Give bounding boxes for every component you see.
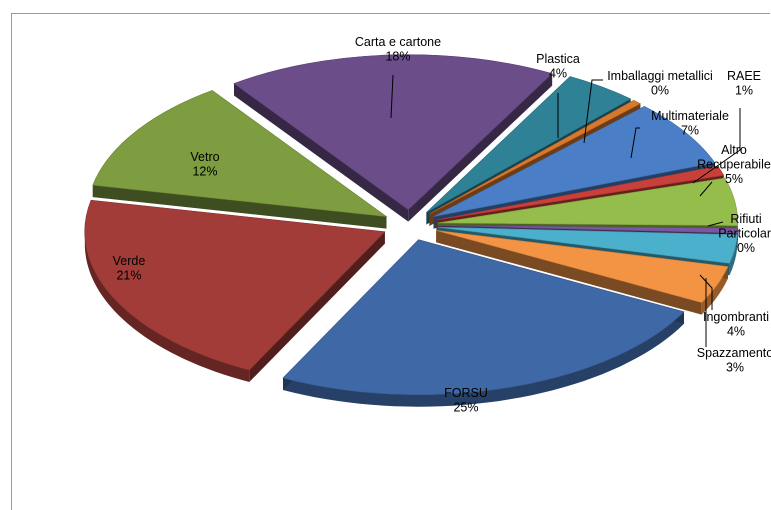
- slice-label-rifiuti: Rifiuti Particolari 0%: [718, 212, 771, 255]
- pie-slice-imballaggi-metallici: [429, 99, 641, 215]
- slice-label-plastica-pct: 4%: [549, 67, 567, 81]
- pie-slice-verde: [84, 199, 386, 371]
- slice-label-plastica-name: Plastica: [536, 52, 580, 66]
- slice-label-ingombranti-pct: 4%: [727, 325, 745, 339]
- slice-label-spazzamento: Spazzamento 3%: [697, 346, 771, 375]
- slice-label-vetro: Vetro 12%: [190, 150, 219, 179]
- pie-slice-vetro: [92, 90, 388, 218]
- slice-label-verde: Verde 21%: [113, 254, 146, 283]
- slice-label-raee-pct: 1%: [735, 84, 753, 98]
- slice-wall-carta-e-cartone-1: [408, 73, 553, 222]
- slice-label-imballaggi-name: Imballaggi metallici: [607, 69, 713, 83]
- pie-slice-ingombranti: [436, 230, 729, 303]
- pie-slice-altro-recuperabile: [437, 177, 739, 226]
- slice-label-forsu: FORSU 25%: [444, 386, 488, 415]
- slice-rim-spazzamento: [729, 234, 738, 276]
- slice-label-verde-pct: 21%: [116, 269, 141, 283]
- slice-label-forsu-pct: 25%: [453, 401, 478, 415]
- slice-label-raee: RAEE 1%: [727, 69, 761, 98]
- slice-wall-verde-0: [249, 231, 385, 382]
- pie-slice-multimateriale: [433, 106, 716, 217]
- pie-slice-forsu: [282, 239, 685, 395]
- slice-wall-carta-e-cartone-0: [234, 83, 409, 222]
- leader-line-multi: [630, 127, 640, 159]
- slice-label-ingombranti: Ingombranti 4%: [703, 310, 769, 339]
- pie-slice-tops: [84, 54, 739, 395]
- slice-label-verde-name: Verde: [113, 254, 146, 268]
- leader-line-carta: [390, 74, 394, 119]
- pie-slice-carta-e-cartone: [233, 54, 553, 210]
- slice-label-spazzamento-pct: 3%: [726, 361, 744, 375]
- pie-slice-spazzamento: [437, 226, 738, 264]
- slice-label-carta-name: Carta e cartone: [355, 35, 441, 49]
- slice-label-rifiuti-name: Particolari: [718, 227, 771, 241]
- slice-label-ingombranti-name: Ingombranti: [703, 310, 769, 324]
- leader-line-rifiuti: [707, 221, 724, 227]
- pie-slice-plastica: [426, 76, 632, 213]
- slice-label-imballaggi-pct: 0%: [651, 84, 669, 98]
- slice-label-multi-name: Multimateriale: [651, 109, 729, 123]
- slice-label-rifiuti-pct: 0%: [737, 241, 755, 255]
- slice-label-altro-name: Altro: [721, 143, 747, 157]
- leader-line-raee: [692, 108, 741, 184]
- slice-label-carta-pct: 18%: [385, 50, 410, 64]
- slice-rim-forsu: [283, 311, 684, 407]
- leader-line-altro: [699, 181, 713, 197]
- slice-label-plastica: Plastica 4%: [536, 52, 580, 81]
- slice-label-carta: Carta e cartone 18%: [355, 35, 441, 64]
- slice-label-imballaggi: Imballaggi metallici 0%: [607, 69, 713, 98]
- slice-label-altro-name: Recuperabile: [697, 158, 771, 172]
- slice-label-rifiuti-name: Rifiuti: [730, 212, 761, 226]
- slice-label-vetro-name: Vetro: [190, 150, 219, 164]
- slice-label-multi: Multimateriale 7%: [651, 109, 729, 138]
- pie-slice-rifiuti-particolari: [437, 225, 739, 234]
- leader-line-ingombranti: [699, 274, 713, 310]
- slice-label-raee-name: RAEE: [727, 69, 761, 83]
- slice-label-vetro-pct: 12%: [192, 165, 217, 179]
- slice-label-multi-pct: 7%: [681, 124, 699, 138]
- slice-label-spazzamento-name: Spazzamento: [697, 346, 771, 360]
- slice-label-altro-pct: 5%: [725, 172, 743, 186]
- slice-rim-verde: [84, 200, 250, 382]
- leader-lines: [390, 74, 741, 347]
- slice-labels: Carta e cartone 18% Plastica 4% Imballaggi m…: [113, 35, 771, 415]
- slice-label-forsu-name: FORSU: [444, 386, 488, 400]
- slice-wall-ingombranti-1: [436, 230, 702, 315]
- chart-area: [11, 13, 770, 510]
- leader-line-imballaggi: [583, 79, 603, 144]
- slice-wall-vetro-0: [92, 185, 387, 229]
